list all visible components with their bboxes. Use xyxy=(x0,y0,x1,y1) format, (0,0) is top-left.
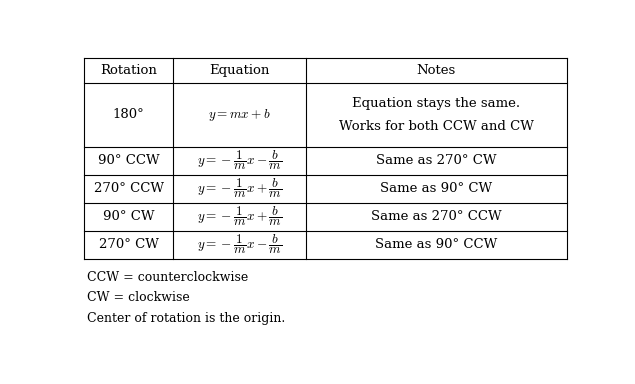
Text: Equation: Equation xyxy=(209,64,269,77)
Text: CCW = counterclockwise: CCW = counterclockwise xyxy=(87,271,248,284)
Text: Same as 90° CW: Same as 90° CW xyxy=(380,182,492,195)
Text: $y = -\dfrac{1}{m}x - \dfrac{b}{m}$: $y = -\dfrac{1}{m}x - \dfrac{b}{m}$ xyxy=(197,149,282,172)
Text: 270° CCW: 270° CCW xyxy=(93,182,164,195)
Text: Notes: Notes xyxy=(417,64,456,77)
Text: 180°: 180° xyxy=(113,108,145,121)
Text: $y = -\dfrac{1}{m}x + \dfrac{b}{m}$: $y = -\dfrac{1}{m}x + \dfrac{b}{m}$ xyxy=(197,205,282,228)
Text: Equation stays the same.: Equation stays the same. xyxy=(352,97,520,110)
Text: 90° CCW: 90° CCW xyxy=(98,154,159,167)
Text: 90° CW: 90° CW xyxy=(103,210,154,223)
Text: $y = -\dfrac{1}{m}x - \dfrac{b}{m}$: $y = -\dfrac{1}{m}x - \dfrac{b}{m}$ xyxy=(197,233,282,257)
Text: Same as 90° CCW: Same as 90° CCW xyxy=(375,238,497,252)
Text: $y = -\dfrac{1}{m}x + \dfrac{b}{m}$: $y = -\dfrac{1}{m}x + \dfrac{b}{m}$ xyxy=(197,177,282,200)
Text: Center of rotation is the origin.: Center of rotation is the origin. xyxy=(87,312,285,325)
Text: $y = mx + b$: $y = mx + b$ xyxy=(208,107,271,123)
Text: CW = clockwise: CW = clockwise xyxy=(87,291,189,305)
Text: Same as 270° CCW: Same as 270° CCW xyxy=(371,210,502,223)
Text: Same as 270° CW: Same as 270° CW xyxy=(376,154,497,167)
Text: Works for both CCW and CW: Works for both CCW and CW xyxy=(338,120,533,133)
Text: Rotation: Rotation xyxy=(100,64,157,77)
Text: 270° CW: 270° CW xyxy=(98,238,159,252)
